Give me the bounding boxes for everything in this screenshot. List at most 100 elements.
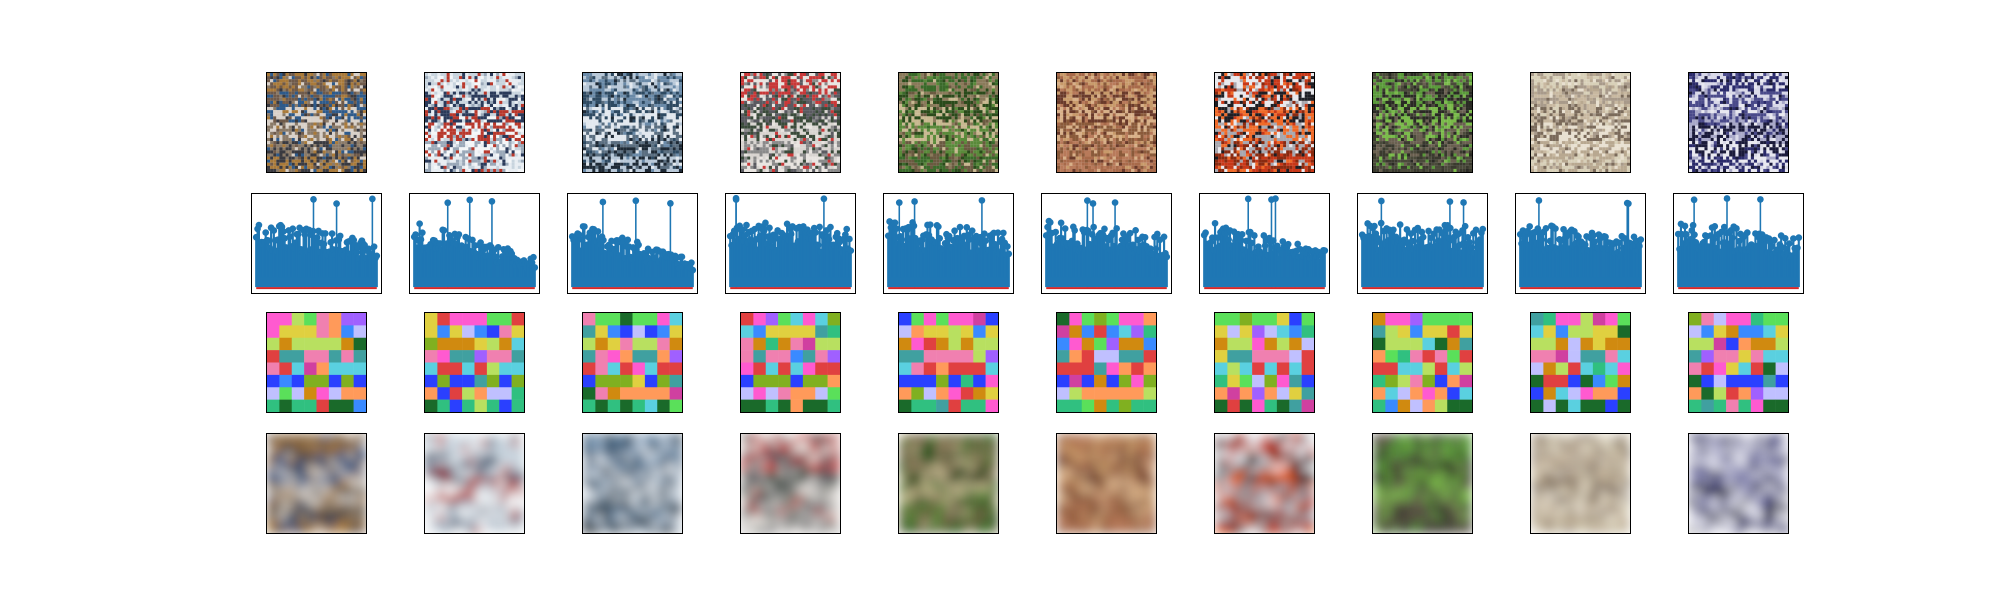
stem-base-band	[887, 277, 1009, 288]
pixel-image	[898, 313, 998, 412]
reconstructed-image	[265, 433, 367, 534]
pixel-image	[1372, 73, 1472, 172]
pixel-image	[1372, 313, 1472, 412]
stem-marker	[1681, 222, 1688, 230]
stem-plot-svg	[252, 195, 380, 290]
stem-marker	[1250, 232, 1258, 239]
stem-marker	[1003, 243, 1011, 250]
stem-marker	[332, 200, 340, 207]
reconstructed-image	[739, 433, 841, 534]
code-stem-plot	[566, 193, 698, 294]
pixel-image	[1214, 73, 1314, 172]
stem-marker	[455, 231, 462, 238]
stem-marker	[1789, 235, 1797, 242]
reconstructed-image	[1371, 433, 1473, 534]
stem-marker	[1589, 232, 1597, 239]
latent-color-grid	[1687, 312, 1789, 413]
stem-marker	[1636, 236, 1644, 243]
latent-color-grid	[1371, 312, 1473, 413]
stem-base-band	[1203, 277, 1325, 288]
stem-marker	[1690, 196, 1697, 204]
cifar-image	[897, 72, 999, 173]
pixel-image	[740, 313, 840, 412]
stem-marker	[1525, 223, 1533, 230]
stem-marker	[994, 229, 1001, 237]
stem-plot-svg	[1358, 197, 1486, 290]
cifar-image	[265, 72, 367, 173]
stem-marker	[599, 198, 606, 206]
stem-marker	[742, 221, 750, 229]
stem-marker	[372, 252, 380, 260]
stem-marker	[1061, 225, 1069, 232]
stem-marker	[1723, 195, 1730, 202]
stem-marker	[811, 229, 819, 236]
stem-marker	[440, 227, 447, 234]
pixel-image	[1530, 313, 1630, 412]
stem-marker	[1710, 223, 1718, 230]
stem-marker	[476, 239, 484, 246]
code-stem-plot	[1040, 193, 1172, 294]
stem-marker	[1377, 197, 1385, 205]
stem-marker	[980, 230, 988, 238]
stem-marker	[1424, 227, 1432, 235]
stem-marker	[783, 220, 790, 228]
stem-base-band	[571, 277, 693, 288]
pixel-image	[582, 434, 682, 533]
stem-marker	[1756, 196, 1764, 203]
stem-base-band	[413, 277, 535, 288]
stem-base-band	[255, 277, 377, 288]
stem-marker	[468, 236, 476, 244]
stem-marker	[1320, 247, 1328, 254]
stem-marker	[968, 227, 976, 235]
stem-marker	[1624, 200, 1632, 207]
stem-marker	[1126, 229, 1134, 237]
stem-marker	[1417, 228, 1425, 236]
stem-marker	[1108, 229, 1116, 237]
stem-marker	[1446, 198, 1453, 205]
stem-marker	[261, 229, 269, 236]
stem-marker	[1396, 221, 1403, 228]
stem-marker	[288, 225, 296, 233]
stem-marker	[926, 221, 934, 228]
stem-marker	[280, 234, 288, 242]
reconstructed-image	[1055, 433, 1157, 534]
stem-marker	[1574, 233, 1582, 240]
cifar-image	[1055, 72, 1157, 173]
stem-marker	[631, 197, 639, 205]
stem-marker	[1100, 225, 1108, 233]
stem-marker	[1160, 233, 1167, 241]
stem-marker	[765, 224, 773, 232]
stem-marker	[666, 200, 674, 207]
code-stem-plot	[1356, 193, 1488, 294]
stem-plot-svg	[1674, 195, 1802, 290]
stem-marker	[328, 230, 335, 237]
latent-color-grid	[739, 312, 841, 413]
stem-marker	[815, 223, 823, 231]
pixel-image	[1530, 73, 1630, 172]
stem-marker	[411, 231, 419, 238]
pixel-image	[1688, 434, 1788, 533]
pixel-image	[424, 313, 524, 412]
stem-marker	[1238, 230, 1245, 238]
stem-marker	[368, 195, 376, 203]
stem-plot-svg	[1200, 195, 1328, 290]
stem-marker	[1046, 219, 1054, 226]
stem-marker	[1070, 227, 1078, 234]
stem-marker	[1211, 219, 1218, 227]
cifar-image	[739, 72, 841, 173]
stem-marker	[981, 237, 989, 245]
stem-marker	[1284, 240, 1292, 248]
stem-marker	[1141, 234, 1148, 241]
stem-marker	[494, 243, 502, 251]
stem-marker	[1459, 199, 1467, 206]
stem-marker	[892, 225, 900, 232]
stem-marker	[255, 221, 262, 229]
cifar-image	[1529, 72, 1631, 173]
stem-marker	[820, 195, 827, 203]
stem-marker	[1370, 222, 1378, 230]
stem-marker	[935, 234, 943, 242]
reconstructed-image	[581, 433, 683, 534]
code-stem-plot	[1672, 193, 1804, 294]
latent-color-grid	[1529, 312, 1631, 413]
pixel-image	[266, 434, 366, 533]
